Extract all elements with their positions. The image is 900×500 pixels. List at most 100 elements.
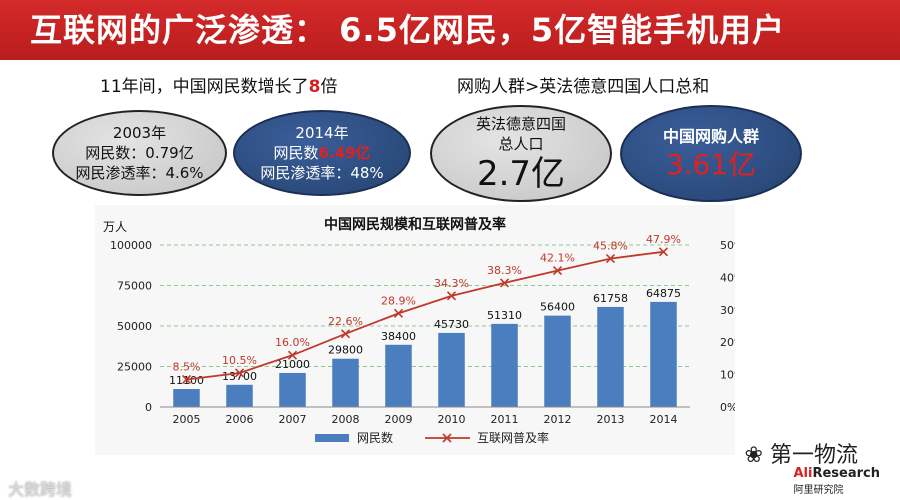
line-point [234,368,245,378]
bar-value-label: 45730 [434,318,469,331]
oval-shoppers-value: 3.61亿 [665,147,757,181]
bar-value-label: 61758 [593,292,628,305]
wechat-icon: ❀ [744,443,763,468]
line-point [499,278,510,288]
oval-europe-population: 英法德意四国 总人口 2.7亿 [430,105,612,202]
aliresearch-sub: 阿里研究院 [793,485,844,496]
bar [650,301,677,407]
y-tick-label: 0 [145,401,152,414]
oval-online-shoppers: 中国网购人群 3.61亿 [620,105,802,202]
x-tick-label: 2013 [597,413,625,426]
x-tick-label: 2009 [385,413,413,426]
bar [385,344,412,407]
y2-tick-label: 50% [720,239,735,252]
legend-bar-swatch [315,434,349,442]
oval-shoppers-label: 中国网购人群 [662,126,759,146]
shopper-summary: 网购人群>英法德意四国人口总和 [457,77,710,97]
growth-summary-highlight: 8 [308,77,321,97]
line-point [393,308,404,318]
bar [597,306,624,407]
line-point [552,266,563,276]
line-point [340,329,351,339]
growth-summary: 11年间，中国网民数增长了8倍 [100,72,337,97]
oval-europe-line1: 英法德意四国 [475,114,566,133]
y-tick-label: 100000 [110,239,152,252]
oval-2014-users-value: 6.49亿 [318,144,371,162]
x-tick-label: 2008 [332,413,360,426]
legend-bar-label: 网民数 [357,430,393,445]
line-point [658,247,669,257]
oval-2003-year: 2003年 [112,124,167,142]
legend-line-label: 互联网普及率 [477,430,549,445]
line-value-label: 16.0% [275,336,310,349]
aliresearch-logo-ali: Ali [793,466,813,481]
wechat-watermark-text: 第一物流 [769,443,858,468]
bar-value-label: 64875 [646,287,681,300]
oval-2003: 2003年 网民数：0.79亿 网民渗透率：4.6% [52,110,227,196]
line-value-label: 42.1% [540,252,575,265]
bar-value-label: 21000 [275,358,310,371]
y2-tick-label: 30% [720,304,735,317]
left-watermark: 大数跨境 [8,476,72,500]
aliresearch-logo: AliResearch 阿里研究院 [793,466,880,496]
bar [438,332,465,407]
legend-line-marker [442,433,452,443]
x-tick-label: 2010 [438,413,466,426]
line-value-label: 45.8% [593,240,628,253]
growth-summary-prefix: 11年间，中国网民数增长了 [100,77,309,97]
bar-value-label: 13700 [222,370,257,383]
line-point [181,374,192,385]
line-value-label: 34.3% [434,277,469,290]
oval-2003-users: 网民数：0.79亿 [85,144,194,162]
x-tick-label: 2012 [544,413,572,426]
aliresearch-logo-research: Research [812,466,880,481]
x-tick-label: 2005 [173,413,201,426]
title-bar: 互联网的广泛渗透： 6.5亿网民，5亿智能手机用户 [0,0,900,60]
y-tick-label: 25000 [117,361,152,374]
y2-tick-label: 10% [720,369,735,382]
penetration-line [186,250,664,381]
bar-value-label: 29800 [328,344,363,357]
line-value-label: 38.3% [487,264,522,277]
line-value-label: 10.5% [222,354,257,367]
bar [173,389,200,407]
bar [279,372,306,407]
x-tick-label: 2011 [491,413,519,426]
chart-title: 中国网民规模和互联网普及率 [324,216,506,233]
line-value-label: 22.6% [328,315,363,328]
chart-background [95,205,735,455]
y2-tick-label: 20% [720,336,735,349]
line-point [287,350,298,360]
line-value-label: 47.9% [646,233,681,246]
growth-summary-suffix: 倍 [320,77,338,97]
line-value-label: 8.5% [173,360,201,373]
bar [332,358,359,407]
left-watermark-text: 大数跨境 [8,480,73,499]
page-title: 互联网的广泛渗透： 6.5亿网民，5亿智能手机用户 [30,11,786,49]
x-tick-label: 2014 [650,413,678,426]
oval-2014-users: 网民数6.49亿 [273,143,370,163]
bar-value-label: 56400 [540,301,575,314]
y-axis-unit-label: 万人 [103,220,127,234]
oval-2014-users-label: 网民数 [273,144,319,162]
x-tick-label: 2006 [226,413,254,426]
y2-tick-label: 40% [720,271,735,284]
line-point [605,254,616,264]
line-point [446,291,457,301]
oval-2014: 2014年 网民数6.49亿 网民渗透率：48% [233,110,411,196]
oval-europe-value: 2.7亿 [476,153,566,194]
users-penetration-chart: 中国网民规模和互联网普及率 万人 0 25000 50000 75000 100000 0% 1… [95,205,744,455]
line-value-label: 28.9% [381,294,416,307]
x-tick-label: 2007 [279,413,307,426]
bar-value-label: 51310 [487,309,522,322]
bar [226,384,253,407]
bar-value-label: 38400 [381,330,416,343]
oval-europe-line2: 总人口 [498,134,544,153]
oval-2003-rate: 网民渗透率：4.6% [75,164,204,182]
oval-2014-year: 2014年 [295,124,349,142]
bar [491,323,518,407]
wechat-watermark: ❀ 第一物流 [745,437,858,469]
y2-tick-label: 0% [720,401,735,414]
y-tick-label: 75000 [117,280,152,293]
y-tick-label: 50000 [117,320,152,333]
